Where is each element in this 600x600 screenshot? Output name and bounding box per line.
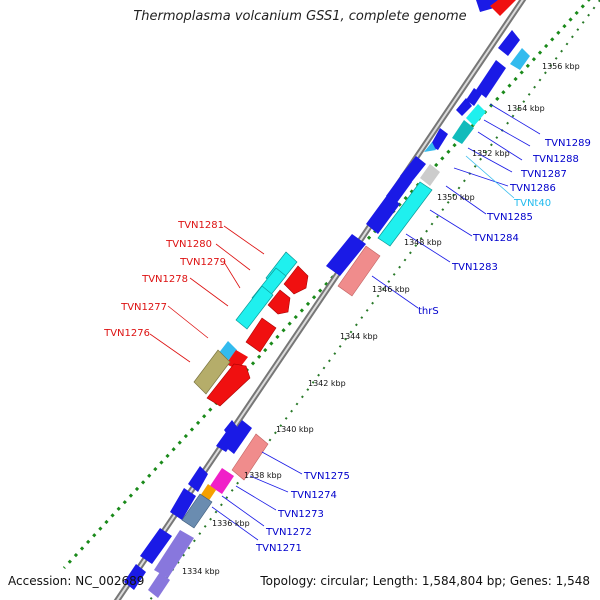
- label-tvn1288: TVN1288: [532, 154, 579, 165]
- gene-tvn1285: [430, 128, 448, 150]
- gene-rev-c: [386, 174, 412, 204]
- label-tvn1287: TVN1287: [520, 169, 567, 180]
- gene-rev-e: [148, 572, 170, 598]
- gene-tvn1284-blue: [366, 194, 400, 234]
- scale: 1334 kbp 1336 kbp 1338 kbp 1340 kbp 1342…: [182, 62, 580, 576]
- gene-small-red: [226, 350, 248, 370]
- gene-tvn1283: [326, 234, 366, 276]
- label-tvn1273: TVN1273: [277, 509, 324, 520]
- tick-1340: 1340 kbp: [276, 425, 314, 434]
- tick-1336: 1336 kbp: [212, 519, 250, 528]
- forward-labels: TVN1281 TVN1280 TVN1279 TVN1278 TVN1277 …: [103, 220, 226, 339]
- tick-1344: 1344 kbp: [340, 332, 378, 341]
- trna-leader-line: [465, 155, 515, 199]
- gene-tvn1287: [456, 98, 472, 116]
- gene-tvnt40: [452, 120, 474, 144]
- tick-1338: 1338 kbp: [244, 471, 282, 480]
- reverse-genes: [148, 0, 530, 598]
- gene-rev-sky: [510, 48, 530, 70]
- label-tvn1277: TVN1277: [120, 302, 167, 313]
- gene-tvn1272: [181, 493, 213, 529]
- gene-tvn1278b: [267, 289, 291, 315]
- accession-label: Accession: NC_002689: [8, 574, 145, 588]
- label-tvn1275: TVN1275: [303, 471, 350, 482]
- gene-rev-a: [498, 30, 520, 56]
- label-tvn1274: TVN1274: [290, 490, 337, 501]
- tick-1342: 1342 kbp: [308, 379, 346, 388]
- label-tvn1281: TVN1281: [177, 220, 224, 231]
- gene-rev-top-red: [490, 0, 516, 16]
- tick-1334: 1334 kbp: [182, 567, 220, 576]
- gene-rev-b: [400, 156, 426, 184]
- gene-tvn1277: [245, 317, 277, 353]
- gene-fwd-6: [124, 564, 146, 590]
- tick-1350: 1350 kbp: [437, 193, 475, 202]
- gene-tvn1276: [206, 363, 251, 407]
- tick-1354: 1354 kbp: [507, 104, 545, 113]
- forward-leader-lines: [149, 225, 265, 363]
- label-tvn1276: TVN1276: [103, 328, 150, 339]
- gene-thrs: [337, 245, 381, 297]
- gene-rev-grey: [420, 164, 440, 186]
- map-title: Thermoplasma volcanium GSS1, complete ge…: [133, 9, 467, 24]
- label-tvn1289: TVN1289: [544, 138, 591, 149]
- gene-tvn1274: [210, 468, 234, 494]
- label-thrs: thrS: [418, 306, 439, 317]
- label-tvn1278: TVN1278: [141, 274, 188, 285]
- reverse-leader-lines: [211, 103, 541, 541]
- reverse-labels: TVN1271 TVN1272 TVN1273 TVN1274 TVN1275 …: [255, 138, 591, 554]
- gene-tvn1271: [154, 530, 194, 578]
- gene-fwd-4: [170, 488, 196, 520]
- label-tvn1279: TVN1279: [179, 257, 226, 268]
- tick-1348: 1348 kbp: [404, 238, 442, 247]
- label-tvn1280: TVN1280: [165, 239, 212, 250]
- gene-tvn1288: [466, 88, 482, 106]
- label-tvnt40: TVNt40: [513, 198, 551, 209]
- gene-fwd-5: [140, 528, 172, 564]
- gene-tvn1284: [377, 181, 433, 247]
- tick-1346: 1346 kbp: [372, 285, 410, 294]
- topology-label: Topology: circular; Length: 1,584,804 bp…: [260, 574, 590, 588]
- label-tvn1272: TVN1272: [265, 527, 312, 538]
- gene-rev-d: [224, 420, 252, 454]
- gene-fwd-top-blue: [476, 0, 498, 12]
- label-tvn1284: TVN1284: [472, 233, 519, 244]
- gene-tvn1275: [231, 433, 269, 481]
- gene-tvn1286: [466, 104, 486, 126]
- gc-skew-track: [149, 0, 600, 600]
- gene-tvn1289: [476, 60, 506, 98]
- label-tvn1283: TVN1283: [451, 262, 498, 273]
- label-tvn1286: TVN1286: [509, 183, 556, 194]
- gene-tvn1278a: [283, 265, 309, 295]
- label-tvn1271: TVN1271: [255, 543, 302, 554]
- tick-1352: 1352 kbp: [472, 149, 510, 158]
- gene-rev-tiny: [424, 142, 436, 152]
- gene-tvn1276-olive: [193, 349, 231, 395]
- forward-genes: [124, 0, 498, 590]
- gene-tvn1279: [235, 285, 274, 330]
- label-tvn1285: TVN1285: [486, 212, 533, 223]
- gene-fwd-3: [188, 466, 208, 492]
- gene-fwd-2: [216, 432, 234, 452]
- tick-1356: 1356 kbp: [542, 62, 580, 71]
